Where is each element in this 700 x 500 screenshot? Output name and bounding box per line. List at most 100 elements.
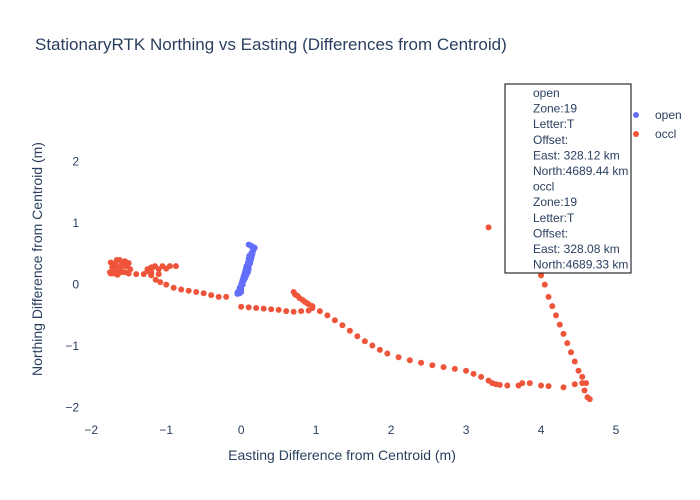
legend-marker (633, 112, 639, 118)
y-axis-ticks: −2 −1 0 1 2 (65, 155, 79, 415)
point-occl (118, 269, 125, 276)
point-occl (178, 286, 185, 293)
point-occl (298, 308, 305, 315)
point-occl (170, 284, 177, 291)
point-occl (568, 349, 575, 356)
point-occl (253, 305, 260, 311)
annotation-line: East: 328.08 km (533, 242, 620, 256)
x-tick-label: 1 (313, 423, 320, 437)
point-occl (152, 276, 159, 283)
point-occl (538, 272, 545, 279)
point-occl (586, 396, 593, 403)
annotation-line: Zone:19 (533, 195, 577, 209)
point-occl (155, 271, 162, 278)
point-open (234, 289, 241, 296)
point-occl (369, 342, 376, 349)
point-occl (200, 290, 207, 297)
x-tick-label: 5 (613, 423, 620, 437)
point-occl (144, 268, 151, 275)
point-occl (275, 306, 282, 313)
y-axis-label: Northing Difference from Centroid (m) (29, 142, 45, 376)
point-occl (429, 362, 436, 369)
y-tick-label: 0 (72, 278, 79, 292)
y-tick-label: −1 (65, 339, 79, 353)
point-occl (148, 272, 155, 279)
point-occl (418, 359, 425, 366)
point-occl (478, 373, 485, 380)
point-occl (579, 373, 586, 380)
point-occl (560, 384, 567, 391)
point-occl (172, 263, 179, 270)
point-occl (406, 357, 413, 364)
annotation-line: North:4689.44 km (533, 164, 628, 178)
point-occl (463, 367, 470, 374)
point-occl (581, 387, 588, 394)
point-occl (133, 271, 140, 278)
point-occl (384, 350, 391, 357)
point-occl (346, 327, 353, 334)
point-occl (118, 261, 125, 268)
x-tick-label: 2 (388, 423, 395, 437)
point-occl (316, 308, 323, 315)
annotation-box (504, 83, 632, 274)
point-occl (395, 354, 402, 361)
point-occl (268, 306, 275, 313)
point-occl (290, 308, 297, 315)
y-tick-label: 2 (72, 155, 79, 169)
point-occl (157, 279, 164, 286)
legend-item-open[interactable]: open (633, 108, 682, 122)
annotation-line: open (533, 86, 560, 100)
annotation-line: Offset: (533, 133, 568, 147)
series-open (234, 241, 258, 297)
point-occl (541, 281, 548, 288)
point-occl (149, 264, 156, 271)
point-occl (339, 322, 346, 329)
point-occl (485, 224, 492, 231)
point-occl (125, 270, 132, 277)
point-occl (470, 370, 477, 377)
annotation-line: Zone:19 (533, 102, 577, 116)
legend-item-occl[interactable]: occl (633, 127, 676, 141)
point-occl (354, 333, 361, 340)
point-occl (309, 303, 316, 310)
annotation-line: North:4689.33 km (533, 258, 628, 272)
x-axis-ticks: −2 −1 0 1 2 3 4 5 (84, 423, 619, 437)
x-tick-label: −1 (159, 423, 173, 437)
point-occl (215, 293, 222, 300)
y-tick-label: 1 (72, 216, 79, 230)
point-occl (571, 358, 578, 365)
chart-title: StationaryRTK Northing vs Easting (Diffe… (35, 35, 507, 54)
point-occl (324, 312, 331, 319)
point-occl (564, 340, 571, 347)
point-occl (245, 304, 252, 311)
point-occl (575, 367, 582, 374)
point-occl (260, 305, 267, 312)
point-occl (107, 270, 114, 277)
point-occl (113, 257, 120, 263)
x-tick-label: 4 (538, 423, 545, 437)
point-occl (496, 381, 503, 388)
x-tick-label: 0 (238, 423, 245, 437)
point-occl (519, 380, 526, 387)
point-occl (185, 287, 192, 294)
annotation-line: East: 328.12 km (533, 148, 620, 162)
legend-marker (633, 131, 639, 137)
legend-label: open (655, 108, 682, 122)
point-occl (545, 293, 552, 300)
point-occl (361, 338, 368, 345)
point-occl (331, 317, 338, 324)
point-occl (163, 265, 170, 272)
point-occl (549, 303, 556, 310)
point-occl (571, 381, 578, 388)
point-occl (193, 289, 200, 295)
legend[interactable]: open occl (633, 108, 682, 141)
point-occl (553, 312, 560, 319)
point-occl (208, 292, 215, 299)
y-tick-label: −2 (65, 401, 79, 415)
annotation-line: Letter:T (533, 117, 575, 131)
point-occl (545, 383, 552, 390)
x-tick-label: −2 (84, 423, 98, 437)
point-occl (155, 266, 162, 273)
point-occl (304, 300, 311, 307)
